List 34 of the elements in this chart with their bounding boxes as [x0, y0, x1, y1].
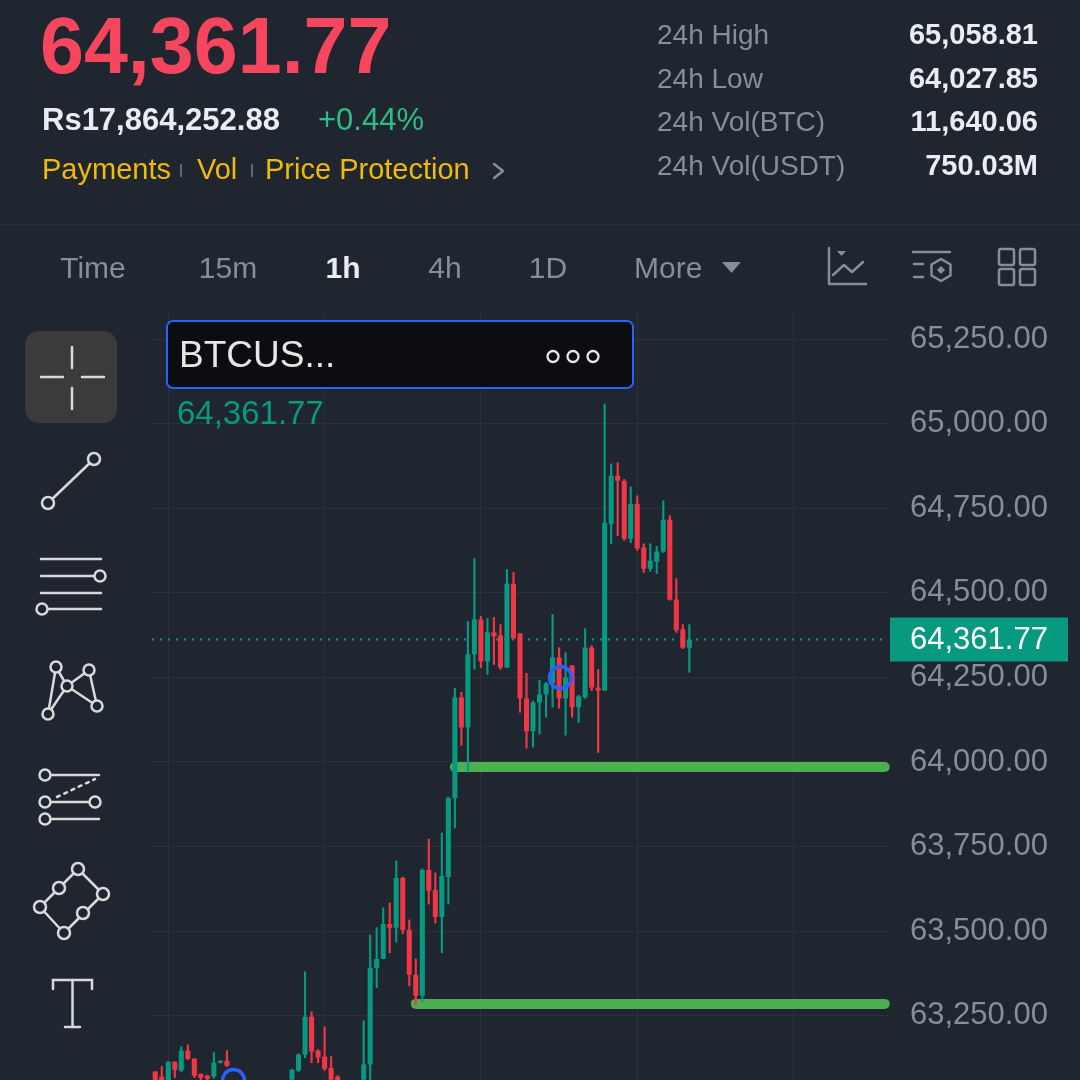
annotation: BTCUS...	[179, 333, 336, 377]
text: 64,361.77	[177, 394, 324, 432]
text: 24h High	[657, 18, 770, 52]
ref-line-label: 64,361.77	[910, 621, 1048, 657]
text: More	[634, 250, 703, 286]
text: 64,361.77	[40, 0, 392, 92]
y-tick-label: 64,500.00	[910, 573, 1048, 609]
text: Price Protection	[265, 153, 470, 187]
y-tick-label: 64,250.00	[910, 657, 1048, 693]
text: 24h Vol(BTC)	[657, 105, 826, 139]
text: 24h Vol(USDT)	[657, 149, 846, 183]
y-tick-label: 63,750.00	[910, 827, 1048, 863]
candlestick	[537, 680, 543, 735]
text: 15m	[198, 250, 258, 286]
text: 65,058.81	[908, 18, 1038, 52]
text: 24h Low	[657, 62, 763, 96]
text: 64,027.85	[908, 62, 1038, 96]
text: Payments	[42, 153, 171, 187]
y-tick-label: 65,000.00	[910, 404, 1048, 440]
y-tick-label: 65,250.00	[910, 319, 1048, 355]
text: 4h	[428, 250, 462, 286]
text: 11,640.06	[910, 105, 1038, 139]
chart-subtitle: Rs17,864,252.88	[42, 102, 280, 138]
text: +0.44%	[318, 102, 425, 138]
text: 1h	[325, 250, 361, 286]
text: Time	[60, 250, 126, 286]
y-tick-label: 64,000.00	[910, 742, 1048, 778]
text: 1D	[528, 250, 568, 286]
y-tick-label: 63,500.00	[910, 911, 1048, 947]
y-tick-label: 64,750.00	[910, 488, 1048, 524]
candlestick	[595, 669, 601, 753]
text: 750.03M	[925, 149, 1038, 183]
y-tick-label: 63,250.00	[910, 996, 1048, 1032]
text: Vol	[197, 153, 238, 187]
